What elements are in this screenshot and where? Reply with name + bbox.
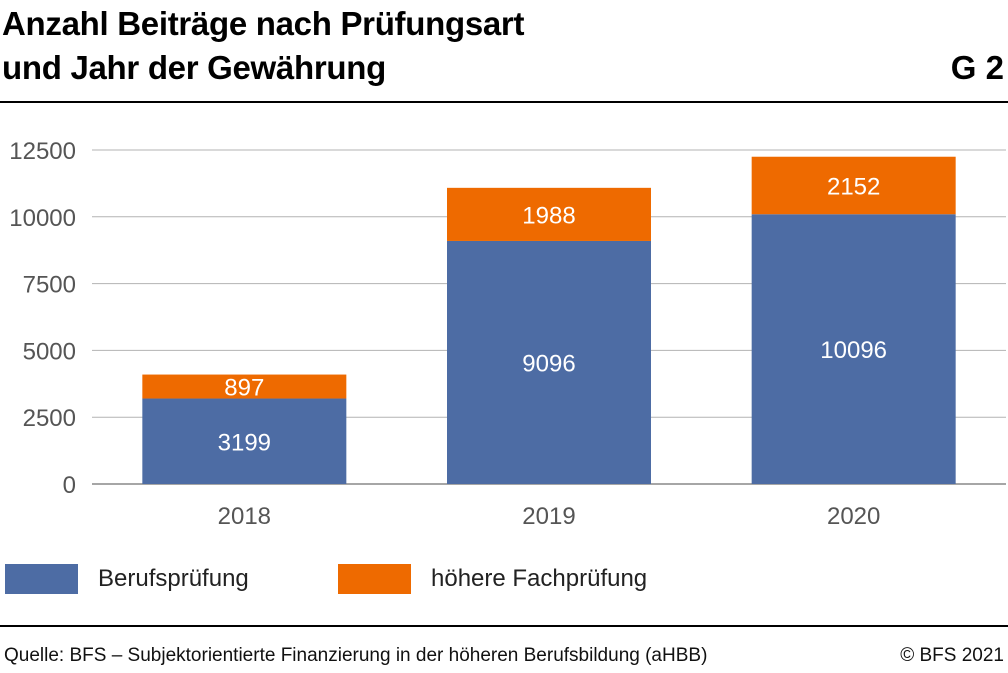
legend: Berufsprüfung höhere Fachprüfung [0, 562, 1008, 596]
y-tick-label-2500: 2500 [23, 405, 76, 432]
bar-2020-berufspruefung [751, 214, 956, 485]
data-label-2019-berufspruefung: 9096 [522, 350, 575, 377]
y-tick-label-0: 0 [63, 472, 76, 499]
legend-label-hoehere-fachpruefung: höhere Fachprüfung [431, 565, 648, 592]
y-tick-label-5000: 5000 [23, 338, 76, 365]
data-label-2018-hoehere-fachpruefung: 897 [224, 375, 264, 402]
data-label-2019-hoehere-fachpruefung: 1988 [522, 202, 575, 229]
stacked-bar-chart: 0 2500 5000 7500 10000 12500 3199 897 9096 1988 1… [9, 138, 1006, 530]
chart-title-line-1: Anzahl Beiträge nach Prüfungsart [2, 5, 525, 42]
x-tick-label-2019: 2019 [522, 503, 575, 530]
bars [142, 156, 956, 485]
y-tick-label-10000: 10000 [9, 205, 76, 232]
x-tick-label-2018: 2018 [218, 503, 271, 530]
footer-divider [0, 625, 1008, 627]
legend-item-berufspruefung: Berufsprüfung [5, 562, 249, 596]
chart-title-line-2: und Jahr der Gewährung [2, 49, 386, 86]
x-axis-ticks: 2018 2019 2020 [218, 503, 881, 530]
data-label-2018-berufspruefung: 3199 [218, 429, 271, 456]
chart-title: Anzahl Beiträge nach Prüfungsart und Jah… [2, 2, 902, 90]
data-label-2020-hoehere-fachpruefung: 2152 [827, 173, 880, 200]
legend-item-hoehere-fachpruefung: höhere Fachprüfung [338, 562, 647, 596]
data-label-2020-berufspruefung: 10096 [820, 337, 887, 364]
y-axis-ticks: 0 2500 5000 7500 10000 12500 [9, 138, 76, 499]
y-tick-label-7500: 7500 [23, 272, 76, 299]
bar-2018-hoehere-fachpruefung [142, 374, 347, 399]
bar-2020-hoehere-fachpruefung [751, 156, 956, 215]
legend-label-berufspruefung: Berufsprüfung [98, 565, 249, 592]
legend-swatch-berufspruefung [5, 564, 78, 594]
source-note: Quelle: BFS – Subjektorientierte Finanzi… [4, 645, 708, 666]
legend-swatch-hoehere-fachpruefung [338, 564, 411, 594]
bar-2018-berufspruefung [142, 398, 347, 484]
x-tick-label-2020: 2020 [827, 503, 880, 530]
data-labels: 3199 897 9096 1988 10096 2152 [218, 173, 887, 456]
chart-code: G 2 [950, 49, 1004, 86]
header-divider [0, 101, 1008, 103]
y-tick-label-12500: 12500 [9, 138, 76, 165]
bar-2019-berufspruefung [447, 240, 651, 484]
copyright-note: © BFS 2021 [900, 645, 1004, 666]
bar-2019-hoehere-fachpruefung [447, 187, 651, 241]
